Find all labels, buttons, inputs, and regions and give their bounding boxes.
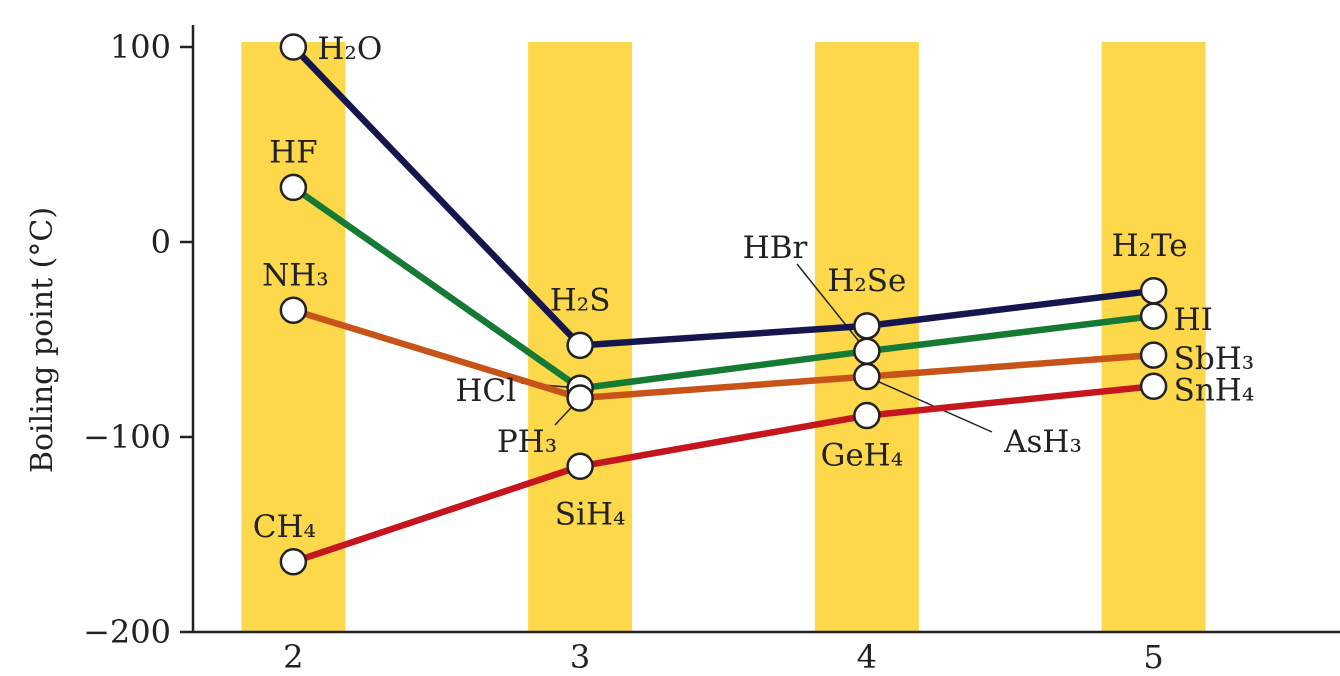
group-15-line bbox=[290, 307, 1157, 402]
y-axis-label: Boiling point (°C) bbox=[25, 207, 60, 473]
point-sbh3 bbox=[1139, 341, 1168, 369]
label-h2se: H₂Se bbox=[827, 263, 906, 299]
label-sbh3: SbH₃ bbox=[1174, 341, 1255, 377]
y-tick-label: −100 bbox=[83, 418, 171, 456]
label-ch4: CH₄ bbox=[253, 509, 316, 545]
point-hi bbox=[1139, 302, 1168, 330]
series-lines bbox=[290, 43, 1157, 566]
point-geh4 bbox=[853, 401, 881, 430]
y-tick-label: 100 bbox=[110, 28, 171, 66]
period-band-5 bbox=[1101, 42, 1206, 632]
point-hbr bbox=[853, 337, 881, 365]
axes: 100 0 −100 −200 2 3 4 5 bbox=[83, 25, 1340, 676]
point-h2s bbox=[566, 331, 594, 360]
label-ph3: PH₃ bbox=[497, 424, 557, 460]
leader-ash3 bbox=[866, 375, 993, 433]
label-hbr: HBr bbox=[743, 230, 808, 266]
data-points bbox=[279, 33, 1168, 576]
x-tick-label: 4 bbox=[857, 638, 877, 676]
label-hf: HF bbox=[269, 134, 318, 170]
label-h2o: H₂O bbox=[317, 31, 382, 67]
point-sih4 bbox=[566, 452, 594, 480]
label-nh3: NH₃ bbox=[262, 257, 329, 293]
label-snh4: SnH₄ bbox=[1174, 372, 1255, 408]
point-nh3 bbox=[279, 296, 308, 324]
label-geh4: GeH₄ bbox=[821, 438, 904, 474]
label-hi: HI bbox=[1174, 302, 1213, 338]
point-hf bbox=[279, 173, 308, 202]
group-17-line bbox=[290, 184, 1157, 392]
point-h2o bbox=[279, 33, 308, 61]
point-labels: H₂O H₂S H₂Se H₂Te HF HCl HBr HI NH₃ PH₃ AsH₃ SbH₃ CH… bbox=[253, 31, 1255, 545]
label-hcl: HCl bbox=[455, 373, 516, 409]
label-ash3: AsH₃ bbox=[1003, 424, 1082, 460]
x-tick-label: 5 bbox=[1143, 638, 1163, 676]
x-tick-label: 2 bbox=[283, 638, 303, 676]
point-snh4 bbox=[1139, 372, 1168, 401]
y-tick-label: 0 bbox=[151, 223, 171, 261]
point-h2te bbox=[1139, 277, 1168, 305]
label-h2te: H₂Te bbox=[1112, 228, 1188, 264]
point-ch4 bbox=[279, 548, 308, 576]
point-h2se bbox=[853, 312, 881, 340]
period-band-2 bbox=[241, 42, 346, 632]
point-ash3 bbox=[853, 362, 881, 391]
point-ph3 bbox=[566, 384, 594, 412]
label-sih4: SiH₄ bbox=[555, 496, 626, 532]
label-h2s: H₂S bbox=[550, 282, 611, 318]
y-tick-label: −200 bbox=[83, 613, 171, 651]
leader-hbr bbox=[796, 263, 868, 352]
x-tick-label: 3 bbox=[570, 638, 590, 676]
group-14-line bbox=[290, 383, 1157, 566]
group-16-line bbox=[290, 43, 1157, 349]
